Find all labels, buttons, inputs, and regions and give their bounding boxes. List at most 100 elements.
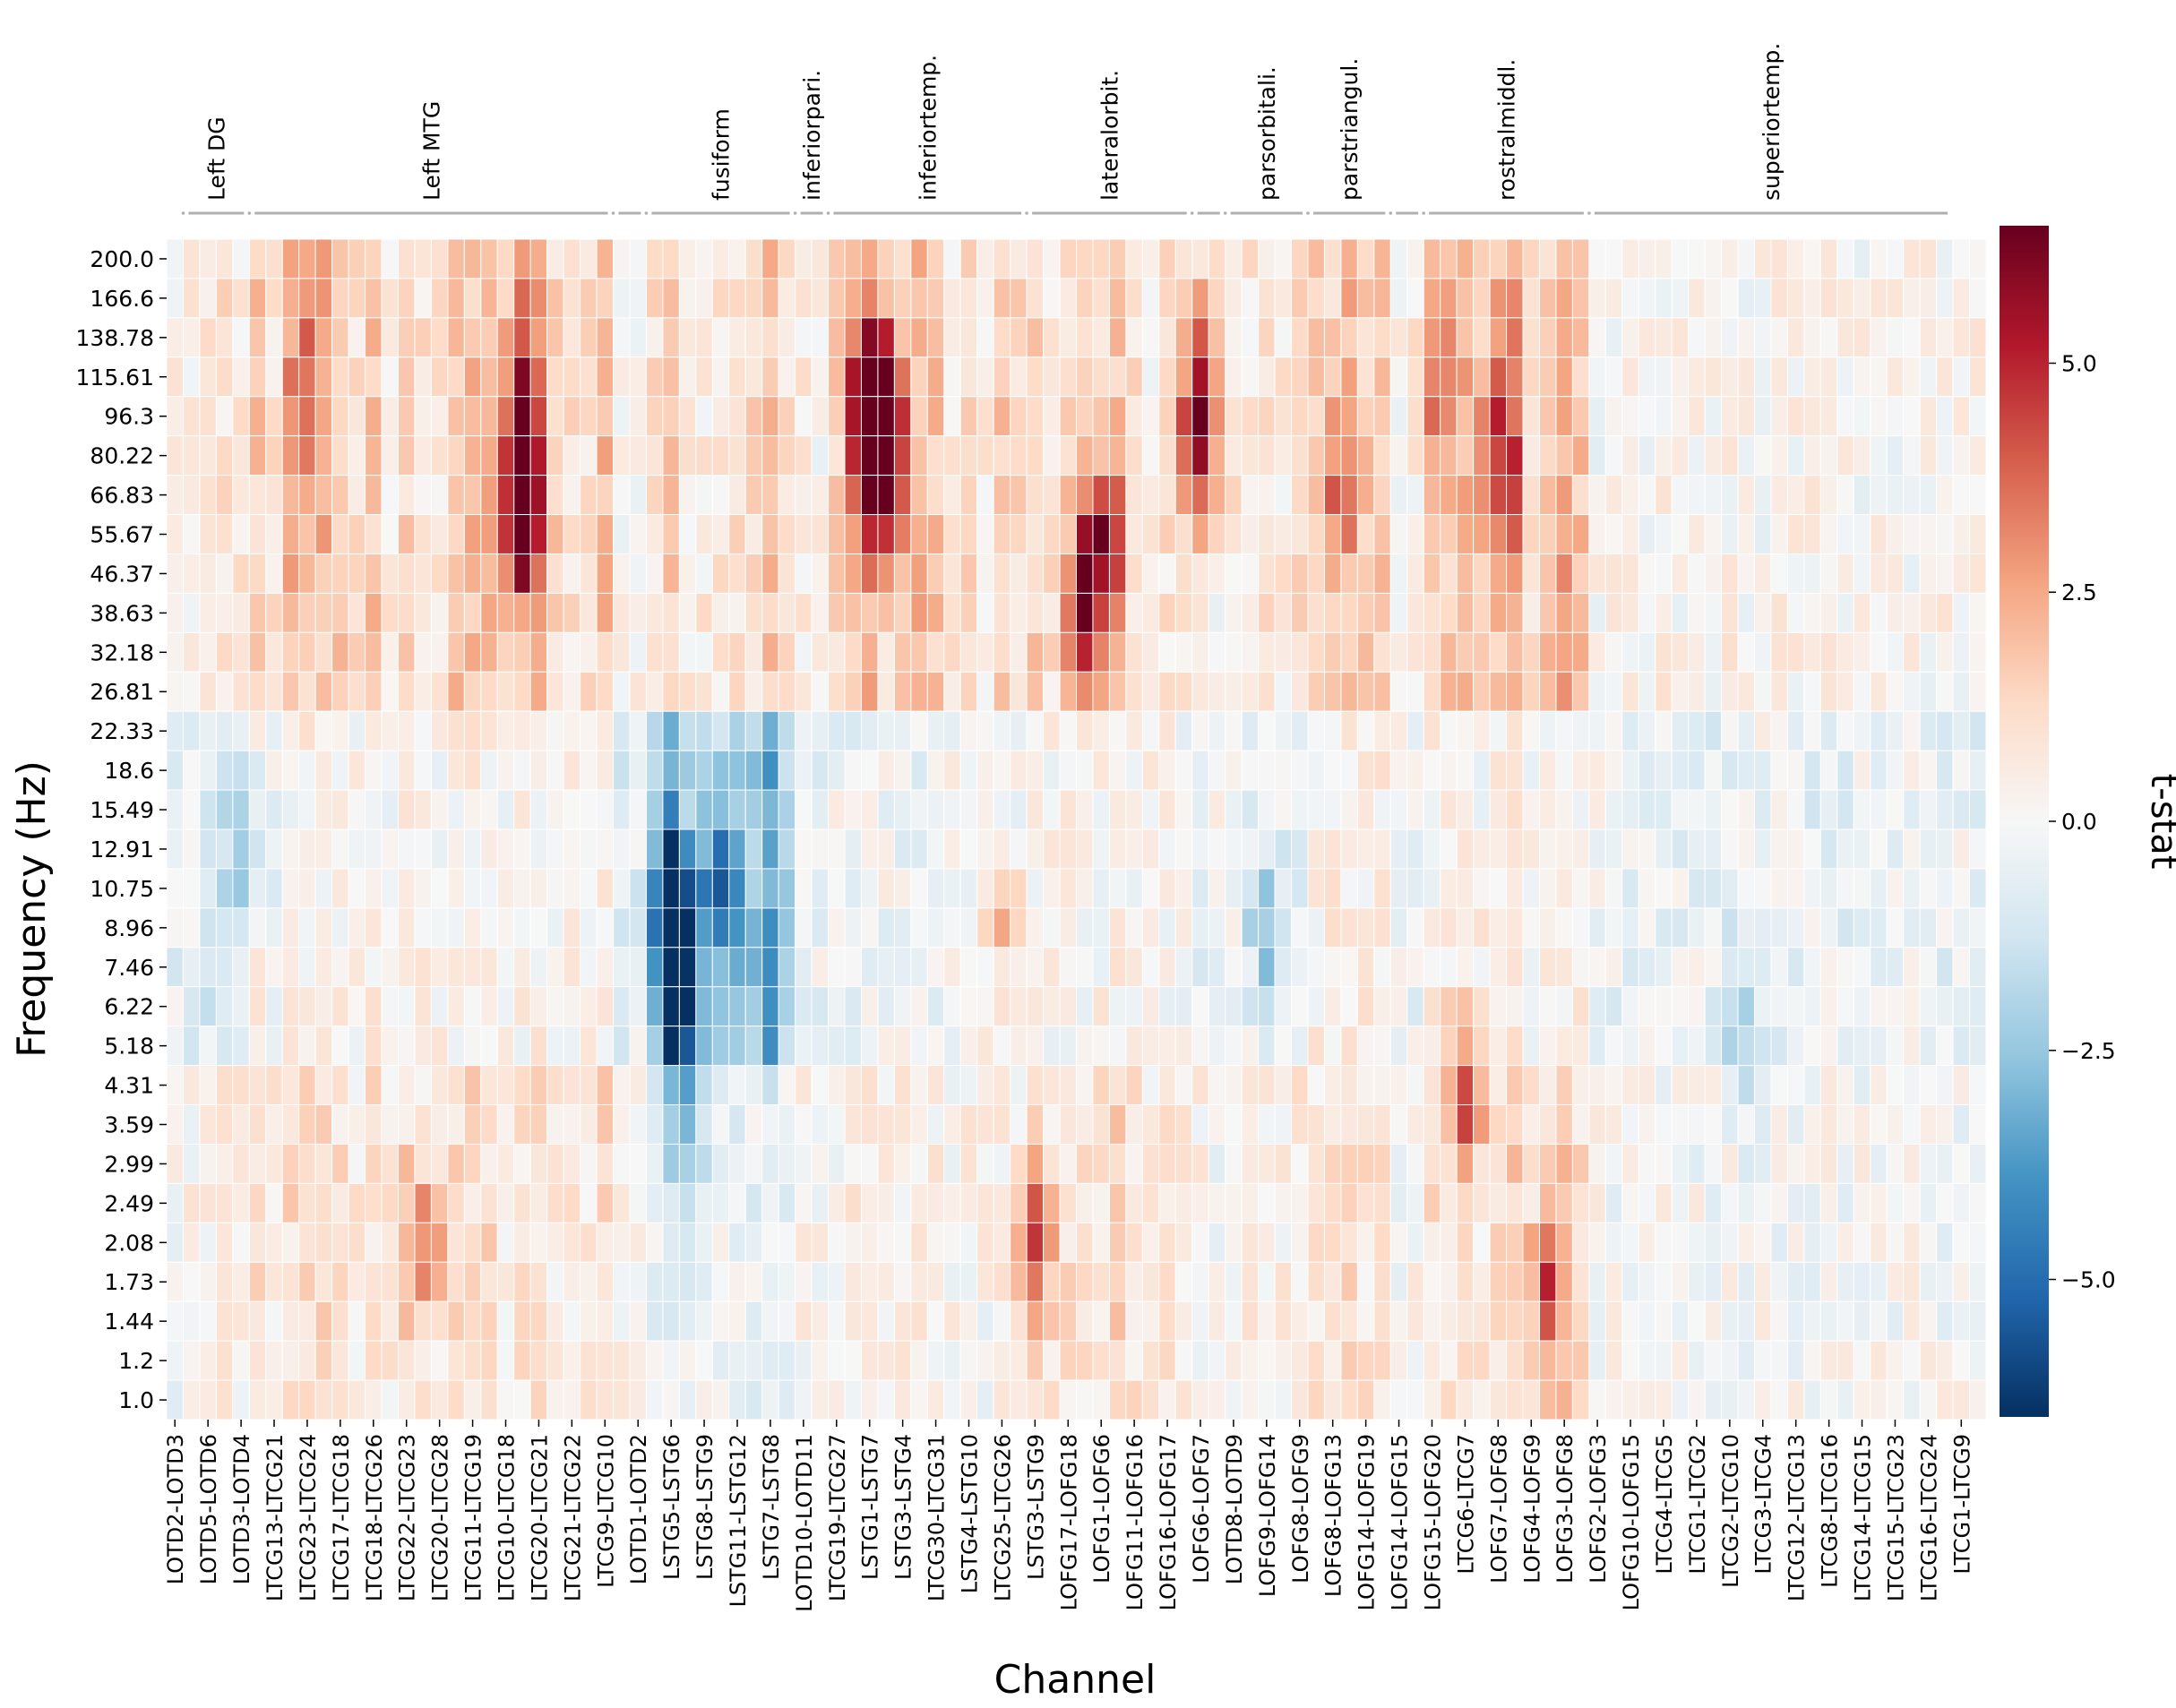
heatmap-cell: [1323, 1065, 1342, 1106]
heatmap-cell: [1356, 1104, 1375, 1145]
heatmap-cell: [232, 828, 250, 870]
heatmap-cell: [811, 1143, 830, 1184]
heatmap-cell: [1456, 1300, 1475, 1342]
heatmap-cell: [1571, 868, 1590, 909]
heatmap-cell: [613, 1261, 631, 1302]
heatmap-cell: [695, 907, 713, 948]
heatmap-cell: [1489, 317, 1508, 358]
heatmap-cell: [381, 1300, 399, 1342]
heatmap-cell: [910, 435, 928, 476]
heatmap-cell: [414, 317, 432, 358]
heatmap-cell: [447, 475, 465, 516]
heatmap-cell: [828, 947, 846, 988]
heatmap-cell: [1389, 710, 1408, 751]
heatmap-cell: [430, 789, 449, 830]
heatmap-cell: [1389, 1379, 1408, 1420]
heatmap-cell: [1258, 475, 1276, 516]
heatmap-cell: [893, 631, 912, 673]
heatmap-cell: [1241, 1379, 1260, 1420]
heatmap-cell: [1423, 671, 1441, 712]
heatmap-cell: [1704, 907, 1723, 948]
heatmap-cell: [943, 435, 961, 476]
heatmap-cell: [166, 1379, 184, 1420]
heatmap-cell: [232, 278, 250, 319]
heatmap-cell: [529, 1222, 548, 1263]
heatmap-cell: [943, 907, 961, 948]
heatmap-cell: [1655, 1104, 1673, 1145]
heatmap-cell: [1952, 671, 1971, 712]
heatmap-cell: [596, 947, 615, 988]
heatmap-cell: [348, 750, 366, 791]
heatmap-cell: [1489, 1261, 1508, 1302]
heatmap-cell: [1903, 396, 1921, 437]
heatmap-cell: [662, 947, 680, 988]
heatmap-cell: [1704, 1340, 1723, 1381]
heatmap-cell: [1638, 356, 1656, 398]
heatmap-cell: [215, 317, 234, 358]
heatmap-cell: [943, 671, 961, 712]
heatmap-cell: [1125, 631, 1143, 673]
heatmap-cell: [744, 1261, 763, 1302]
heatmap-cell: [1671, 750, 1690, 791]
heatmap-cell: [1406, 238, 1424, 279]
heatmap-cell: [596, 1379, 615, 1420]
heatmap-cell: [811, 1300, 830, 1342]
heatmap-cell: [1373, 1104, 1391, 1145]
heatmap-cell: [381, 1222, 399, 1263]
heatmap-cell: [1754, 1065, 1772, 1106]
heatmap-cell: [1555, 238, 1573, 279]
heatmap-cell: [1258, 553, 1276, 594]
heatmap-cell: [744, 789, 763, 830]
heatmap-cell: [1241, 317, 1260, 358]
heatmap-cell: [1919, 278, 1938, 319]
heatmap-cell: [1819, 1026, 1838, 1067]
heatmap-cell: [1571, 1065, 1590, 1106]
heatmap-cell: [976, 947, 994, 988]
heatmap-cell: [1952, 1143, 1971, 1184]
heatmap-cell: [397, 986, 416, 1027]
heatmap-cell: [1076, 1340, 1094, 1381]
heatmap-cell: [1969, 317, 1987, 358]
heatmap-cell: [1886, 1104, 1905, 1145]
heatmap-cell: [1059, 1379, 1078, 1420]
heatmap-cell: [893, 592, 912, 633]
heatmap-cell: [1604, 1026, 1623, 1067]
heatmap-cell: [926, 828, 945, 870]
heatmap-cell: [1406, 1104, 1424, 1145]
heatmap-cell: [447, 553, 465, 594]
heatmap-cell: [1489, 868, 1508, 909]
heatmap-cell: [563, 789, 581, 830]
heatmap-cell: [645, 947, 664, 988]
heatmap-cell: [1688, 1222, 1706, 1263]
heatmap-cell: [199, 553, 217, 594]
heatmap-cell: [248, 514, 267, 554]
heatmap-cell: [596, 592, 615, 633]
heatmap-cell: [1423, 828, 1441, 870]
heatmap-cell: [496, 435, 515, 476]
heatmap-cell: [1721, 396, 1739, 437]
colorbar-tick-label: 2.5: [2061, 579, 2097, 605]
heatmap-cell: [1108, 435, 1127, 476]
heatmap-cell: [711, 553, 730, 594]
heatmap-cell: [1621, 631, 1639, 673]
heatmap-cell: [728, 317, 746, 358]
heatmap-cell: [1291, 1261, 1309, 1302]
heatmap-cell: [1555, 514, 1573, 554]
heatmap-cell: [1456, 750, 1475, 791]
heatmap-cell: [281, 1379, 300, 1420]
heatmap-cell: [166, 514, 184, 554]
heatmap-cell: [629, 317, 647, 358]
heatmap-cell: [1506, 317, 1524, 358]
heatmap-cell: [331, 553, 349, 594]
heatmap-cell: [1737, 553, 1756, 594]
heatmap-cell: [447, 1340, 465, 1381]
heatmap-cell: [1786, 828, 1805, 870]
heatmap-cell: [711, 475, 730, 516]
heatmap-cell: [761, 1261, 779, 1302]
heatmap-cell: [1076, 1300, 1094, 1342]
heatmap-cell: [1936, 553, 1954, 594]
heatmap-cell: [811, 317, 830, 358]
heatmap-cell: [1853, 671, 1871, 712]
heatmap-cell: [1555, 356, 1573, 398]
heatmap-cell: [281, 1182, 300, 1223]
